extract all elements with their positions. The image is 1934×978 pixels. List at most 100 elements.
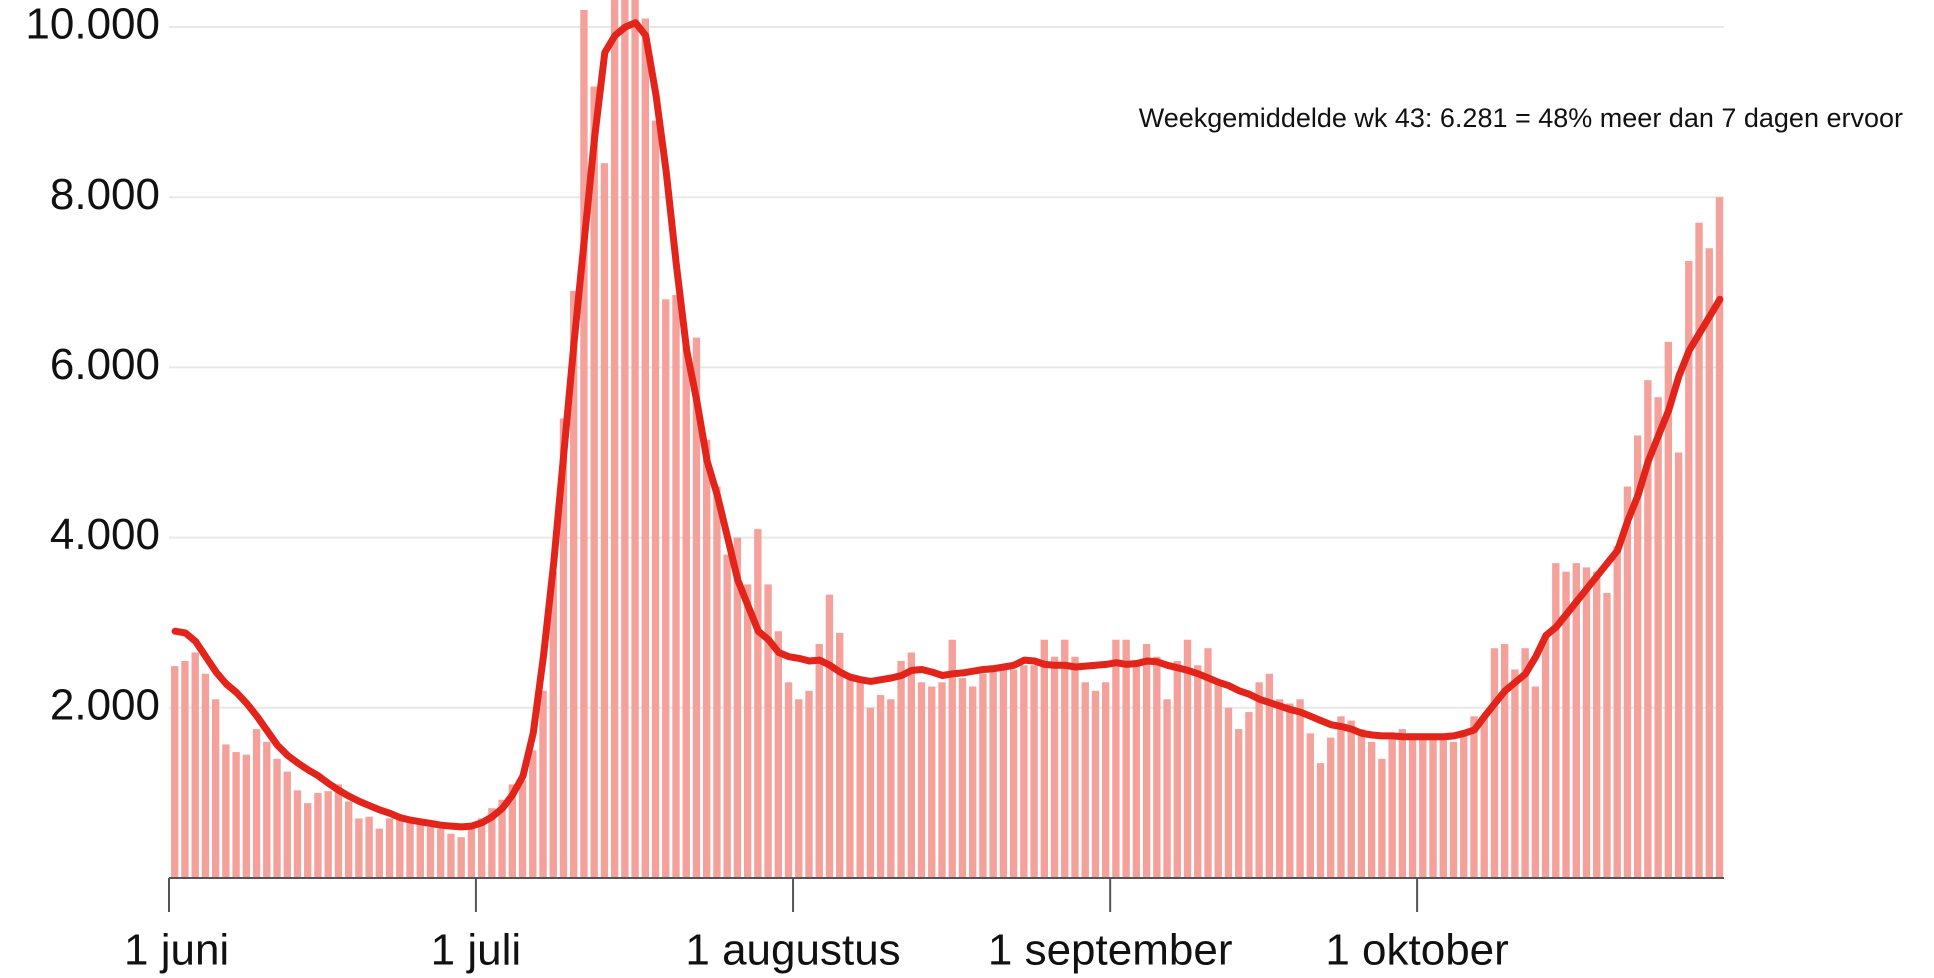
- x-tick-label: 1 augustus: [685, 926, 900, 975]
- y-tick-label: 10.000: [25, 0, 160, 49]
- bar: [1357, 729, 1366, 878]
- bar: [1286, 703, 1294, 878]
- bar: [406, 818, 414, 878]
- bar: [1081, 682, 1089, 878]
- bar: [344, 801, 353, 878]
- bar: [1654, 397, 1662, 878]
- bar: [641, 18, 650, 879]
- bar: [692, 337, 701, 878]
- bar: [1245, 712, 1253, 878]
- bar: [907, 652, 915, 878]
- bar: [743, 584, 752, 878]
- bar: [539, 690, 547, 878]
- bar: [416, 822, 424, 878]
- bar: [263, 741, 271, 878]
- bar: [979, 673, 987, 878]
- bar: [836, 632, 844, 878]
- marks: [171, 0, 1724, 879]
- bar: [928, 686, 936, 878]
- bar: [570, 290, 578, 878]
- bar: [437, 828, 445, 878]
- bar: [1562, 571, 1570, 878]
- bar: [631, 0, 639, 878]
- bar: [171, 666, 179, 878]
- bar: [1664, 341, 1673, 878]
- bar: [1009, 669, 1018, 878]
- bar: [784, 682, 793, 878]
- bar: [1050, 656, 1059, 878]
- bar: [1429, 737, 1437, 878]
- bar: [232, 752, 240, 878]
- bar: [1306, 733, 1314, 878]
- bar: [958, 678, 967, 878]
- bar: [1705, 248, 1713, 878]
- bar: [856, 682, 864, 878]
- bar: [1040, 639, 1048, 878]
- bar: [897, 660, 905, 878]
- bar: [580, 9, 588, 879]
- bar: [1603, 592, 1611, 878]
- bar: [805, 690, 813, 878]
- bar: [815, 643, 823, 878]
- bar: [1337, 716, 1345, 878]
- bar: [1490, 648, 1499, 878]
- bar: [846, 673, 854, 878]
- bar: [1480, 716, 1488, 878]
- bar: [488, 808, 496, 878]
- bar: [1511, 669, 1519, 878]
- y-tick-label: 6.000: [50, 340, 160, 389]
- grid: [169, 26, 1724, 709]
- bar: [1695, 222, 1703, 879]
- bar: [1142, 643, 1151, 878]
- bar: [621, 0, 629, 879]
- bar: [1265, 673, 1274, 878]
- bar: [334, 784, 343, 878]
- bar: [999, 665, 1008, 878]
- bar: [1685, 261, 1693, 878]
- bar: [733, 537, 742, 878]
- bar: [385, 818, 394, 878]
- bar: [590, 86, 598, 878]
- bar: [1183, 639, 1192, 878]
- bar: [1572, 563, 1580, 878]
- bar: [1531, 686, 1540, 878]
- bar: [1419, 733, 1427, 878]
- y-tick-label: 4.000: [50, 510, 160, 559]
- bar: [304, 803, 312, 878]
- bar: [1020, 665, 1028, 878]
- bar: [1460, 733, 1468, 878]
- bar: [1633, 435, 1642, 878]
- bar: [917, 682, 926, 878]
- bar: [365, 816, 373, 878]
- bar: [969, 686, 977, 878]
- x-tick-label: 1 september: [988, 926, 1233, 975]
- bar: [1623, 486, 1632, 878]
- bar: [518, 780, 527, 878]
- bar: [1091, 690, 1100, 878]
- bar: [825, 594, 834, 878]
- bar: [1194, 665, 1202, 878]
- bar: [989, 665, 997, 878]
- bar: [1613, 546, 1621, 878]
- bar: [610, 0, 619, 878]
- y-tick-label: 2.000: [50, 680, 160, 729]
- bar: [242, 754, 251, 878]
- bar: [887, 699, 895, 878]
- bar: [1347, 720, 1355, 878]
- bar: [754, 529, 762, 878]
- bar: [467, 826, 476, 878]
- bar: [1398, 729, 1407, 878]
- bar: [1674, 452, 1683, 878]
- x-tick-label: 1 juni: [124, 926, 229, 975]
- bar: [1521, 648, 1529, 878]
- bar: [375, 828, 384, 878]
- bar: [447, 833, 455, 878]
- bar: [1552, 563, 1560, 878]
- x-tick-label: 1 juli: [431, 926, 522, 975]
- bar: [1470, 716, 1478, 878]
- bar: [1122, 639, 1130, 878]
- bar: [1255, 682, 1263, 878]
- bar: [1112, 639, 1120, 878]
